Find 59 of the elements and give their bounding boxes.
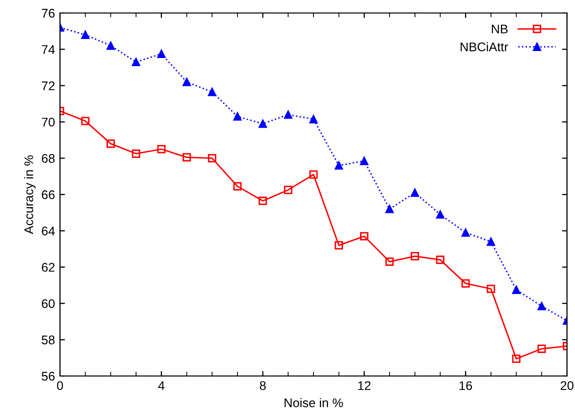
- y-tick-label: 62: [42, 262, 55, 272]
- y-tick-label: 72: [42, 81, 55, 90]
- y-axis-title: Accuracy in %: [24, 155, 36, 234]
- point: [410, 188, 420, 197]
- y-tick-label: 58: [42, 336, 55, 344]
- y-tick-label: 56: [42, 372, 55, 381]
- point: [385, 257, 394, 266]
- y-tick-label: 74: [42, 45, 55, 54]
- point: [208, 154, 216, 162]
- point: [309, 170, 318, 179]
- x-tick-label: 8: [260, 381, 266, 390]
- legend-label: NB: [492, 24, 508, 34]
- point: [385, 204, 394, 214]
- y-tick-label: 76: [42, 8, 55, 18]
- point: [284, 186, 292, 194]
- point: [512, 286, 520, 294]
- point: [512, 354, 520, 363]
- y-tick-label: 60: [42, 299, 55, 308]
- y-tick-label: 66: [42, 190, 55, 200]
- point: [410, 252, 420, 260]
- point: [360, 232, 368, 240]
- point: [81, 116, 90, 126]
- point: [106, 140, 115, 148]
- y-tick-label: 64: [42, 226, 55, 236]
- point: [309, 115, 318, 124]
- point: [208, 88, 216, 96]
- point: [436, 256, 444, 264]
- point: [258, 196, 267, 206]
- x-tick-label: 12: [358, 381, 371, 390]
- point: [132, 149, 140, 158]
- legend-label: NBCiAttr: [460, 42, 508, 52]
- x-tick-label: 0: [57, 381, 63, 390]
- point: [233, 182, 242, 190]
- point: [436, 210, 444, 219]
- point: [334, 161, 344, 170]
- point: [233, 112, 242, 121]
- point: [182, 78, 191, 86]
- point: [157, 144, 166, 154]
- y-tick-label: 68: [42, 154, 55, 163]
- point: [81, 30, 90, 39]
- point: [486, 284, 496, 294]
- point: [486, 238, 496, 246]
- x-tick-label: 20: [560, 381, 574, 390]
- point: [461, 279, 470, 288]
- y-tick-label: 70: [42, 118, 55, 127]
- point: [537, 344, 546, 353]
- point: [461, 228, 470, 237]
- point: [334, 241, 344, 250]
- point: [182, 153, 191, 162]
- x-tick-label: 16: [460, 381, 472, 390]
- point: [537, 302, 546, 310]
- point: [157, 50, 166, 58]
- point: [258, 120, 267, 128]
- x-tick-label: 4: [158, 381, 165, 390]
- point: [106, 42, 115, 50]
- point: [284, 110, 292, 119]
- x-axis-title: Noise in %: [284, 398, 343, 408]
- point: [132, 58, 140, 66]
- point: [360, 156, 368, 166]
